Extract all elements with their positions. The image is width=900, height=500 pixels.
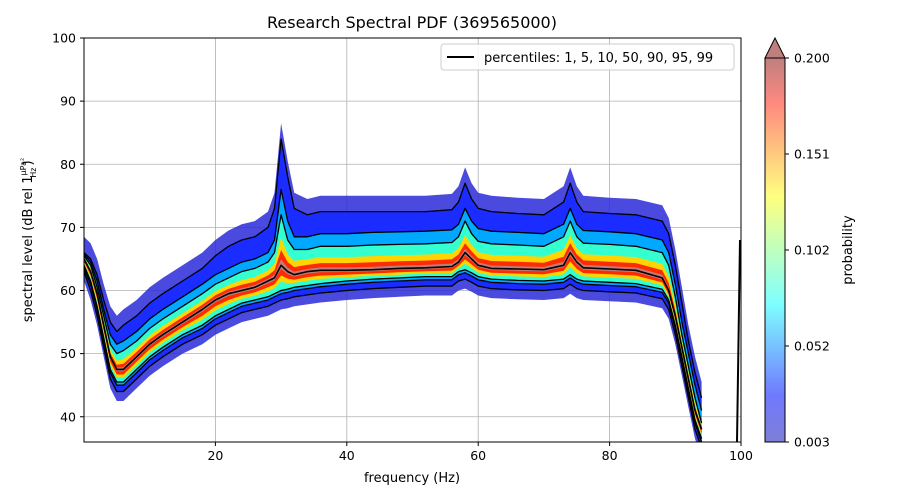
colorbar-tick-label: 0.151 [794, 147, 830, 162]
pdf-heatmap [84, 123, 702, 442]
y-tick-label: 80 [60, 157, 76, 172]
x-tick-label: 60 [470, 448, 486, 463]
y-tick-label: 70 [60, 220, 76, 235]
y-tick-label: 60 [60, 283, 76, 298]
colorbar-tick-label: 0.102 [794, 243, 830, 258]
y-axis-title-unit-den: Hz [29, 168, 38, 178]
pdf-band-mid [84, 235, 702, 436]
x-tick-label: 80 [602, 448, 618, 463]
x-tick-label: 40 [339, 448, 355, 463]
percentile-line-1 [84, 268, 703, 442]
colorbar-label: probability [841, 215, 856, 285]
x-axis-ticks: 20 40 60 80 100 [207, 442, 753, 463]
x-axis-title: frequency (Hz) [364, 471, 460, 486]
percentile-line-3 [84, 251, 703, 430]
percentile-line-5 [84, 188, 703, 411]
colorbar-extend-arrow [764, 36, 786, 59]
y-axis-title-unit-num: µPa² [19, 158, 28, 176]
percentile-line-2 [84, 265, 703, 440]
percentile-line-4 [84, 214, 703, 424]
colorbar: 0.200 0.151 0.102 0.052 0.003 probability [764, 36, 856, 450]
svg-text:spectral level (dB rel 1µPa²Hz: spectral level (dB rel 1µPa²Hz) [19, 158, 38, 323]
legend: percentiles: 1, 5, 10, 50, 90, 95, 99 [440, 43, 735, 71]
percentile-lines [84, 138, 741, 442]
y-tick-label: 90 [60, 94, 76, 109]
chart-title: Research Spectral PDF (369565000) [267, 13, 557, 32]
y-axis-ticks: 40 50 60 70 80 90 100 [52, 31, 84, 424]
legend-label: percentiles: 1, 5, 10, 50, 90, 95, 99 [484, 51, 713, 66]
y-axis-title-close: ) [21, 160, 36, 165]
plot-frame [83, 37, 742, 443]
percentile-edge-spike [736, 239, 741, 442]
colorbar-tick-label: 0.200 [794, 51, 830, 66]
x-tick-label: 100 [729, 448, 753, 463]
pdf-band-99 [84, 139, 702, 442]
colorbar-gradient [765, 58, 785, 442]
y-tick-label: 50 [60, 346, 76, 361]
colorbar-tick-label: 0.052 [794, 339, 830, 354]
y-axis-title: spectral level (dB rel 1µPa²Hz) [19, 158, 38, 323]
y-tick-label: 100 [52, 31, 76, 46]
x-tick-label: 20 [207, 448, 223, 463]
colorbar-tick-label: 0.003 [794, 435, 830, 450]
y-tick-label: 40 [60, 409, 76, 424]
percentile-line-0 [84, 271, 701, 442]
legend-box [440, 43, 735, 71]
percentile-line-6 [84, 138, 703, 398]
y-axis-title-text: spectral level (dB rel 1 [21, 175, 36, 322]
colorbar-ticks: 0.200 0.151 0.102 0.052 0.003 [785, 51, 830, 450]
